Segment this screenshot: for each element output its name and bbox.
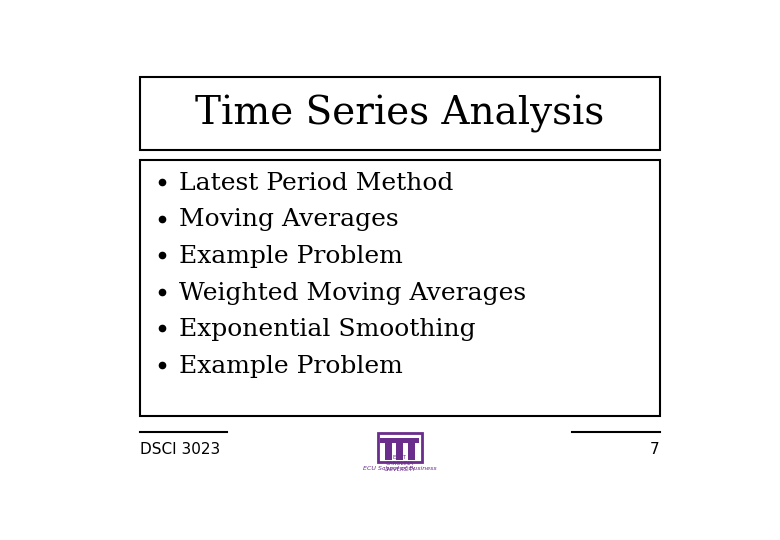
FancyBboxPatch shape [140, 77, 660, 150]
Text: Time Series Analysis: Time Series Analysis [195, 94, 604, 133]
Text: Weighted Moving Averages: Weighted Moving Averages [179, 281, 526, 305]
Text: EAST
CAROLINA
UNIVERSITY: EAST CAROLINA UNIVERSITY [384, 455, 416, 472]
FancyBboxPatch shape [408, 443, 414, 460]
Text: Example Problem: Example Problem [179, 245, 402, 268]
FancyBboxPatch shape [378, 433, 421, 462]
FancyBboxPatch shape [140, 160, 660, 416]
Text: DSCI 3023: DSCI 3023 [140, 442, 220, 457]
Text: Example Problem: Example Problem [179, 355, 402, 378]
Text: Latest Period Method: Latest Period Method [179, 172, 453, 195]
Text: 7: 7 [650, 442, 660, 457]
FancyBboxPatch shape [396, 443, 403, 460]
Text: Exponential Smoothing: Exponential Smoothing [179, 318, 476, 341]
Text: ECU School of Business: ECU School of Business [363, 466, 437, 471]
Text: Moving Averages: Moving Averages [179, 208, 399, 232]
FancyBboxPatch shape [381, 438, 419, 443]
FancyBboxPatch shape [385, 443, 392, 460]
